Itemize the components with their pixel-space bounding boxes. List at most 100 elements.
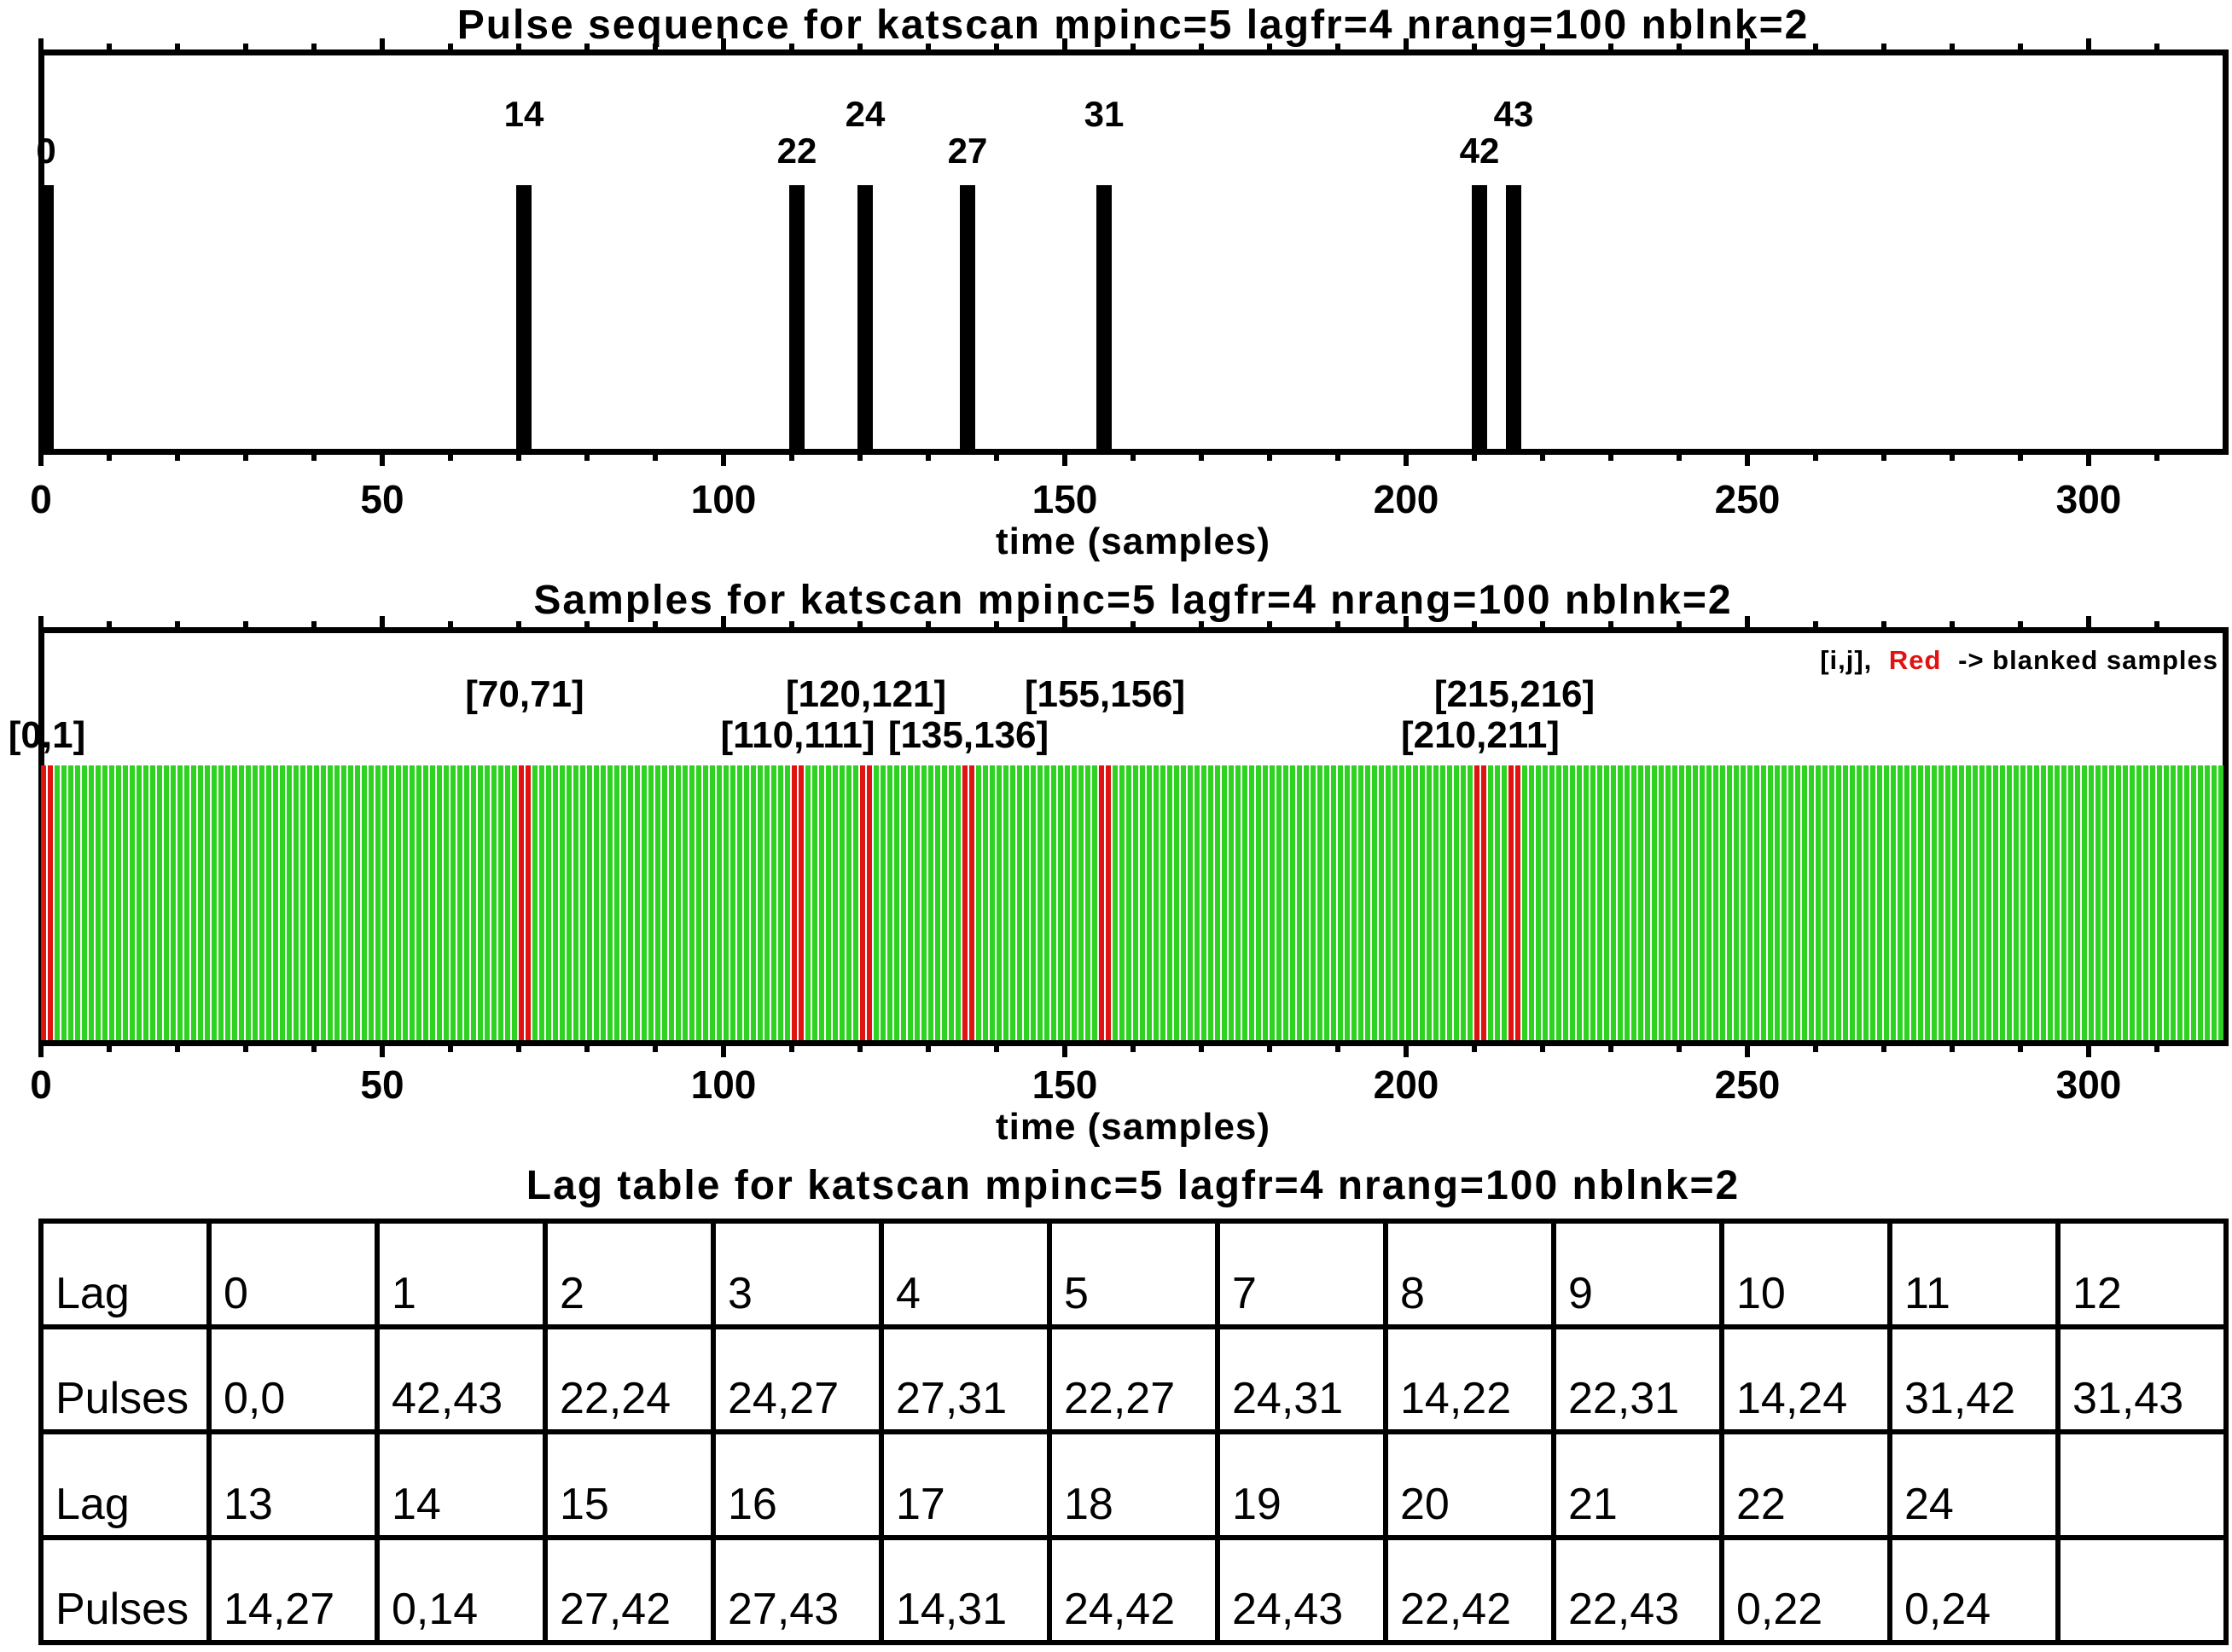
- x-axis-tick: [994, 621, 999, 629]
- x-axis-tick: [789, 44, 794, 51]
- sample-bar: [116, 765, 121, 1040]
- sample-bar: [1925, 765, 1930, 1040]
- blanked-sample-bar: [792, 765, 797, 1040]
- x-axis-tick: [1540, 1044, 1545, 1052]
- sample-bar: [450, 765, 456, 1040]
- blanked-pair-label: [0,1]: [8, 714, 86, 756]
- blanked-sample-bar: [860, 765, 865, 1040]
- sample-bar: [1427, 765, 1432, 1040]
- sample-bar: [1556, 765, 1561, 1040]
- x-axis-tick: [38, 1044, 44, 1057]
- x-axis-tick: [380, 453, 385, 466]
- x-axis-tick: [1131, 453, 1136, 461]
- x-axis-tick: [857, 453, 863, 461]
- x-axis-tick-label: 0: [30, 477, 52, 521]
- x-axis-tick-label: 100: [690, 477, 757, 521]
- sample-bar: [744, 765, 749, 1040]
- x-axis-tick: [1472, 44, 1477, 51]
- sample-bar: [1706, 765, 1712, 1040]
- sample-bar: [1979, 765, 1985, 1040]
- sample-bar: [1829, 765, 1834, 1040]
- sample-bar: [812, 765, 817, 1040]
- lag-table-cell: 0: [212, 1224, 375, 1324]
- sample-bar: [253, 765, 258, 1040]
- sample-bar: [1618, 765, 1623, 1040]
- x-axis-tick: [653, 621, 658, 629]
- x-axis-tick: [1472, 453, 1477, 461]
- x-axis-tick: [380, 38, 385, 51]
- sample-bar: [1270, 765, 1275, 1040]
- blanked-sample-bar: [1515, 765, 1520, 1040]
- pulse-number-label: 22: [776, 131, 817, 171]
- x-axis-tick: [653, 453, 658, 461]
- x-axis-tick-label: 150: [1032, 1062, 1098, 1107]
- pulse-number-label: 24: [845, 94, 886, 134]
- sample-bar: [1406, 765, 1411, 1040]
- lag-table-cell: 15: [548, 1434, 711, 1535]
- x-axis-tick: [926, 1044, 931, 1052]
- sample-bar: [1645, 765, 1650, 1040]
- sample-bar: [1638, 765, 1643, 1040]
- lag-table-cell: 14,31: [884, 1539, 1047, 1640]
- sample-bar: [1078, 765, 1084, 1040]
- blanked-sample-bar: [519, 765, 524, 1040]
- sample-bar: [2020, 765, 2026, 1040]
- sample-bar: [82, 765, 87, 1040]
- x-axis-tick: [1950, 453, 1955, 461]
- pulse-number-label: 14: [503, 94, 544, 134]
- sample-bar: [785, 765, 790, 1040]
- sample-bar: [362, 765, 367, 1040]
- x-axis-tick: [2154, 453, 2159, 461]
- sample-bar: [430, 765, 435, 1040]
- sample-bar: [2205, 765, 2210, 1040]
- x-axis-tick: [789, 621, 794, 629]
- sample-bar: [539, 765, 544, 1040]
- pulse-bar: [857, 185, 873, 451]
- blanked-pair-label: [155,156]: [1024, 673, 1186, 715]
- sample-bar: [123, 765, 128, 1040]
- lag-table-cell: 5: [1052, 1224, 1215, 1324]
- x-axis-tick: [1472, 1044, 1477, 1052]
- sample-bar: [2061, 765, 2066, 1040]
- x-axis-tick: [38, 616, 44, 629]
- sample-bar: [751, 765, 756, 1040]
- sample-bar: [976, 765, 981, 1040]
- sample-bar: [758, 765, 763, 1040]
- sample-bar: [1263, 765, 1268, 1040]
- sample-bar: [464, 765, 469, 1040]
- x-axis-tick: [311, 44, 317, 51]
- sample-bar: [321, 765, 326, 1040]
- x-axis-tick: [1062, 616, 1067, 629]
- x-axis-tick: [2018, 453, 2023, 461]
- sample-bar: [1993, 765, 1998, 1040]
- x-axis-tick: [448, 44, 453, 51]
- x-axis-tick-label: 50: [360, 477, 404, 521]
- x-axis-tick: [107, 453, 112, 461]
- lag-table-cell: 22,27: [1052, 1329, 1215, 1429]
- sample-bar: [348, 765, 353, 1040]
- blanked-pair-label: [210,211]: [1401, 714, 1560, 756]
- sample-bar: [642, 765, 647, 1040]
- sample-bar: [1222, 765, 1227, 1040]
- sample-bar: [1188, 765, 1193, 1040]
- blanked-sample-bar: [1474, 765, 1479, 1040]
- sample-bar: [717, 765, 722, 1040]
- sample-bar: [307, 765, 312, 1040]
- sample-bar: [2157, 765, 2162, 1040]
- sample-bar: [457, 765, 462, 1040]
- lag-table-cell: 8: [1388, 1224, 1551, 1324]
- x-axis-tick: [175, 453, 180, 461]
- pulse-bar: [1472, 185, 1487, 451]
- blanked-pair-label: [120,121]: [785, 673, 947, 715]
- pulse-number-label: 43: [1493, 94, 1534, 134]
- x-axis-tick: [1267, 1044, 1272, 1052]
- sample-bar: [109, 765, 114, 1040]
- lag-table-cell: 7: [1220, 1224, 1383, 1324]
- lag-table-row-header: Pulses: [44, 1329, 206, 1429]
- lag-table-cell: 22,24: [548, 1329, 711, 1429]
- x-axis-tick: [38, 38, 44, 51]
- sample-bar: [1235, 765, 1241, 1040]
- x-axis-tick: [584, 453, 590, 461]
- blanked-pair-label: [70,71]: [465, 673, 584, 715]
- sample-bar: [990, 765, 995, 1040]
